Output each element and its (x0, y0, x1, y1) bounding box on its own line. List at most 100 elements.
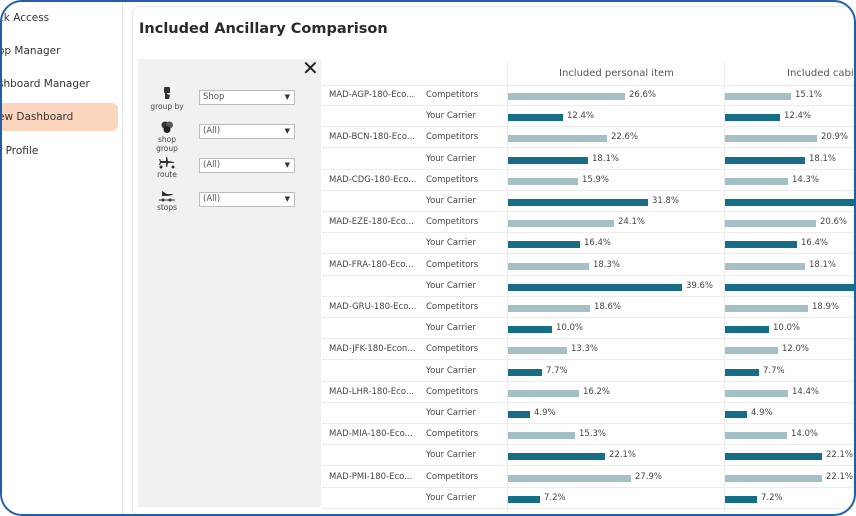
bar-value-label: 10.0% (556, 323, 584, 334)
bar-value-label: 18.6% (594, 302, 622, 312)
carrier-bar (725, 114, 780, 122)
close-icon[interactable]: ✕ (302, 56, 319, 80)
shop-label[interactable]: MAD-EZE-180-Eco... (329, 217, 414, 228)
row-type-label: Your Carrier (426, 365, 476, 376)
sidebar: ck Access op Manager shboard Manager ew … (0, 2, 122, 514)
bar-value-label: 7.7% (763, 365, 785, 376)
bar-value-label: 16.4% (801, 238, 829, 249)
sidebar-item-dashboard-manager[interactable]: shboard Manager (0, 78, 90, 90)
shop-group-select[interactable]: (All) ▼ (199, 124, 295, 139)
carrier-bar (725, 241, 797, 249)
row-type-label: Your Carrier (426, 408, 476, 418)
bar-value-label: 27.9% (635, 471, 663, 482)
carrier-bar (508, 453, 605, 461)
carrier-bar (725, 156, 805, 164)
bar-value-label: 15.1% (795, 90, 823, 100)
stops-label: stops (156, 203, 178, 212)
row-divider (322, 465, 854, 467)
bar-value-label: 31.8% (652, 196, 680, 206)
carrier-bar (725, 411, 747, 418)
row-type-label: Competitors (426, 429, 479, 440)
group-by-select[interactable]: Shop ▼ (199, 90, 295, 105)
column-header: Included personal item (559, 68, 674, 79)
bar-value-label: 12.0% (782, 344, 810, 355)
carrier-bar (508, 326, 552, 334)
row-type-label: Your Carrier (426, 450, 476, 461)
shop-label[interactable]: MAD-PMI-180-Eco... (329, 471, 413, 482)
route-select[interactable]: (All) ▼ (199, 158, 295, 173)
row-type-label: Your Carrier (426, 323, 476, 334)
page-title: Included Ancillary Comparison (139, 21, 388, 37)
sidebar-item-shop-manager[interactable]: op Manager (0, 45, 61, 57)
bar-value-label: 7.2% (761, 492, 783, 503)
route-label: route (157, 170, 177, 179)
shop-label[interactable]: MAD-BCN-180-Eco... (329, 132, 415, 143)
bar-value-label: 22.1% (826, 450, 854, 461)
bar-value-label: 12.4% (784, 111, 812, 122)
competitors-bar (508, 220, 614, 228)
shop-group-label: shop group (156, 135, 178, 153)
chevron-down-icon: ▼ (284, 195, 290, 203)
row-type-label: Your Carrier (426, 196, 476, 206)
carrier-bar (508, 283, 682, 291)
competitors-bar (725, 135, 817, 143)
stops-select[interactable]: (All) ▼ (199, 192, 295, 207)
competitors-bar (725, 389, 788, 397)
competitors-bar (508, 135, 607, 143)
row-type-label: Your Carrier (426, 153, 476, 164)
row-divider (322, 295, 854, 297)
competitors-bar (508, 93, 625, 100)
chevron-down-icon: ▼ (284, 93, 290, 101)
carrier-bar (725, 326, 769, 334)
carrier-bar (508, 199, 648, 206)
column-header: Included cabi (787, 68, 854, 79)
carrier-bar (508, 368, 542, 376)
shop-label[interactable]: MAD-MIA-180-Eco... (329, 429, 413, 440)
carrier-bar (725, 368, 759, 376)
bar-value-label: 18.1% (809, 153, 837, 164)
competitors-bar (725, 347, 778, 355)
bar-value-label: 16.4% (584, 238, 612, 249)
bar-value-label: 26.6% (629, 90, 657, 100)
competitors-bar (725, 432, 787, 440)
stops-icon: stops (147, 190, 187, 212)
competitors-bar (725, 220, 816, 228)
shop-label[interactable]: MAD-JFK-180-Econ... (329, 344, 416, 355)
shop-label[interactable]: MAD-CDG-180-Eco... (329, 174, 417, 185)
carrier-bar (725, 283, 854, 291)
carrier-bar (508, 156, 588, 164)
row-divider (322, 274, 854, 276)
shop-label[interactable]: MAD-FRA-180-Eco... (329, 259, 414, 270)
sidebar-item-quick-access[interactable]: ck Access (0, 12, 50, 24)
row-divider (322, 147, 854, 149)
carrier-bar (725, 495, 757, 503)
route-value: (All) (203, 160, 221, 170)
row-divider (322, 444, 854, 446)
row-divider (322, 189, 854, 191)
shop-label[interactable]: MAD-LHR-180-Eco... (329, 386, 415, 397)
shop-label[interactable]: MAD-AGP-180-Eco... (329, 90, 415, 100)
row-type-label: Competitors (426, 259, 479, 270)
bar-value-label: 14.0% (791, 429, 819, 440)
bar-value-label: 18.1% (592, 153, 620, 164)
shop-label[interactable]: MAD-GRU-180-Eco... (329, 302, 417, 312)
carrier-bar (508, 495, 540, 503)
chevron-down-icon: ▼ (284, 161, 290, 169)
column-divider (724, 62, 725, 512)
row-divider (322, 105, 854, 106)
column-divider (507, 62, 508, 512)
bar-value-label: 14.3% (792, 174, 820, 185)
row-divider (322, 232, 854, 234)
stops-value: (All) (203, 194, 221, 204)
bar-value-label: 39.6% (686, 280, 714, 291)
row-divider (322, 401, 854, 403)
carrier-bar (725, 453, 822, 461)
competitors-bar (725, 93, 791, 100)
bar-value-label: 22.1% (609, 450, 637, 461)
row-type-label: Competitors (426, 471, 479, 482)
sidebar-item-profile[interactable]: r Profile (0, 145, 39, 157)
bar-value-label: 10.0% (773, 323, 801, 334)
row-divider (322, 253, 854, 255)
sidebar-item-new-dashboard[interactable]: ew Dashboard (2, 103, 118, 131)
bar-value-label: 15.3% (579, 429, 607, 440)
